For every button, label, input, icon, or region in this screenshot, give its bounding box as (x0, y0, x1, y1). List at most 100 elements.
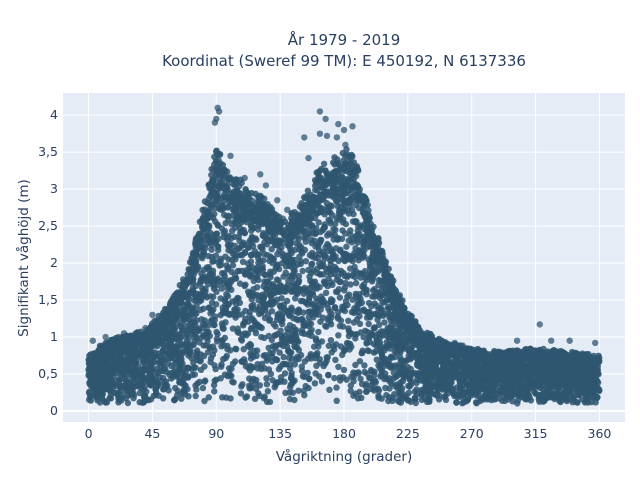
data-point (233, 346, 239, 352)
data-point (372, 348, 378, 354)
data-point (329, 311, 335, 317)
data-point (357, 321, 363, 327)
data-point (394, 385, 400, 391)
data-point (397, 379, 403, 385)
data-point (220, 326, 226, 332)
data-point (198, 367, 204, 373)
data-point (248, 228, 254, 234)
data-point (269, 350, 275, 356)
data-point (246, 375, 252, 381)
data-point (316, 219, 322, 225)
data-point (200, 385, 206, 391)
data-point (397, 361, 403, 367)
data-point (319, 338, 325, 344)
data-point (193, 393, 199, 399)
data-point (326, 230, 332, 236)
data-point (345, 318, 351, 324)
data-point (385, 304, 391, 310)
data-point (227, 174, 233, 180)
data-point (151, 393, 157, 399)
data-point (325, 372, 331, 378)
data-point (305, 355, 311, 361)
data-point (233, 177, 239, 183)
data-point (374, 339, 380, 345)
data-point (198, 358, 204, 364)
data-point (530, 381, 536, 387)
data-point (263, 375, 269, 381)
data-point (116, 351, 122, 357)
data-point (370, 379, 376, 385)
data-point (497, 363, 503, 369)
data-point (339, 352, 345, 358)
data-point (268, 299, 274, 305)
data-point (207, 271, 213, 277)
data-point (309, 261, 315, 267)
data-point (242, 230, 248, 236)
data-point (415, 359, 421, 365)
data-point (322, 211, 328, 217)
data-point (287, 396, 293, 402)
data-point (192, 365, 198, 371)
data-point (196, 339, 202, 345)
data-point (238, 390, 244, 396)
data-point (383, 392, 389, 398)
data-point (248, 303, 254, 309)
data-point (211, 388, 217, 394)
data-point (391, 318, 397, 324)
data-point (439, 369, 445, 375)
data-point (343, 221, 349, 227)
data-point (338, 208, 344, 214)
data-point (335, 274, 341, 280)
data-point (211, 362, 217, 368)
data-point (119, 395, 125, 401)
data-point (245, 330, 251, 336)
data-point (213, 329, 219, 335)
data-point (382, 363, 388, 369)
data-point (426, 396, 432, 402)
data-point (232, 272, 238, 278)
data-point (347, 227, 353, 233)
data-point (279, 321, 285, 327)
data-point (353, 390, 359, 396)
data-point (222, 228, 228, 234)
data-point (333, 253, 339, 259)
data-point (213, 289, 219, 295)
data-point (234, 329, 240, 335)
data-point (242, 316, 248, 322)
data-point (585, 366, 591, 372)
data-point (198, 277, 204, 283)
data-point (351, 305, 357, 311)
data-point (412, 389, 418, 395)
data-point (442, 393, 448, 399)
data-point (242, 308, 248, 314)
data-point (406, 397, 412, 403)
data-point (351, 319, 357, 325)
data-point (299, 363, 305, 369)
data-point (168, 354, 174, 360)
data-point (362, 328, 368, 334)
data-point (315, 169, 321, 175)
data-point (185, 374, 191, 380)
data-point (241, 346, 247, 352)
data-point (407, 374, 413, 380)
data-point (262, 352, 268, 358)
data-point (490, 364, 496, 370)
data-point (400, 396, 406, 402)
data-point (264, 236, 270, 242)
data-point (320, 271, 326, 277)
data-point (384, 376, 390, 382)
data-point (166, 387, 172, 393)
data-point (372, 293, 378, 299)
data-point (222, 335, 228, 341)
data-point (241, 356, 247, 362)
data-point (257, 244, 263, 250)
data-point (194, 350, 200, 356)
data-point (224, 266, 230, 272)
data-point (334, 198, 340, 204)
data-point (172, 385, 178, 391)
data-point (134, 378, 140, 384)
data-point (332, 227, 338, 233)
data-point (284, 298, 290, 304)
data-point (363, 288, 369, 294)
